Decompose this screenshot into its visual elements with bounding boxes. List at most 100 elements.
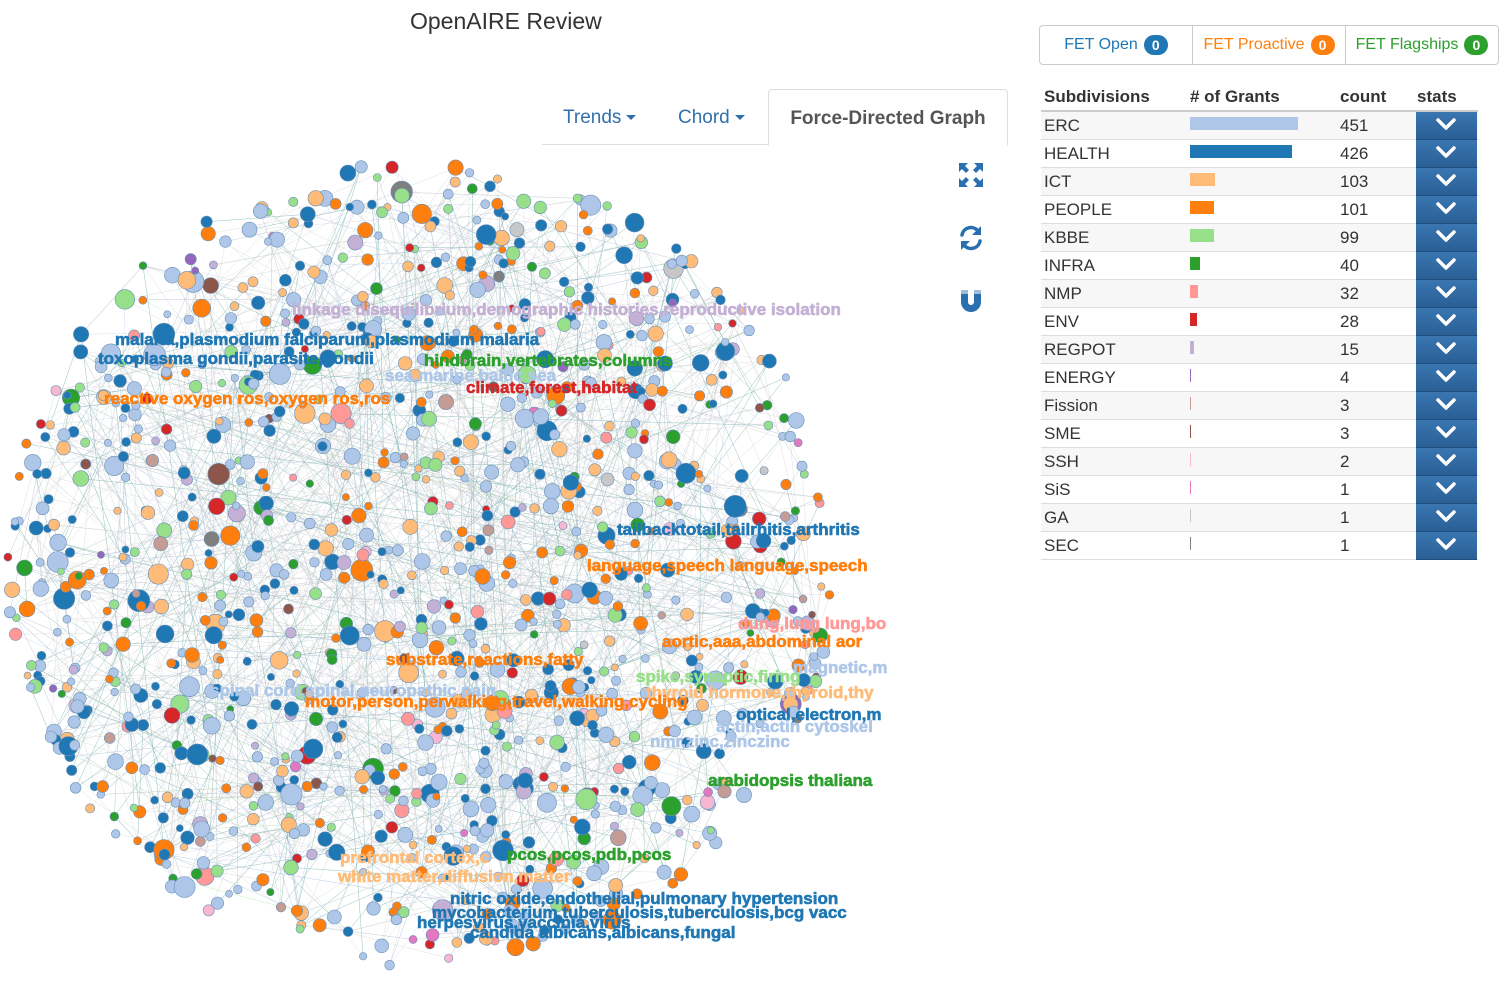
graph-node[interactable]	[257, 468, 269, 480]
graph-node[interactable]	[472, 215, 482, 225]
graph-node[interactable]	[414, 553, 431, 570]
graph-node[interactable]	[364, 468, 373, 477]
graph-node[interactable]	[66, 764, 78, 776]
graph-node[interactable]	[516, 873, 530, 887]
graph-node[interactable]	[283, 346, 295, 357]
stats-toggle-button[interactable]	[1416, 364, 1477, 392]
graph-node[interactable]	[218, 616, 229, 627]
graph-node[interactable]	[570, 319, 581, 330]
graph-node[interactable]	[792, 616, 803, 627]
graph-node[interactable]	[598, 726, 615, 743]
graph-node[interactable]	[10, 517, 19, 526]
graph-node[interactable]	[270, 757, 279, 766]
graph-node[interactable]	[239, 454, 255, 470]
graph-node[interactable]	[215, 589, 226, 600]
graph-node[interactable]	[319, 782, 328, 791]
graph-node[interactable]	[705, 670, 726, 690]
graph-node[interactable]	[356, 548, 370, 562]
stats-toggle-button[interactable]	[1416, 308, 1477, 336]
graph-node[interactable]	[364, 501, 373, 511]
graph-node[interactable]	[304, 689, 314, 699]
graph-node[interactable]	[300, 345, 309, 353]
graph-node[interactable]	[357, 222, 374, 239]
graph-node[interactable]	[270, 651, 289, 670]
graph-node[interactable]	[203, 531, 220, 547]
graph-node[interactable]	[522, 836, 536, 849]
graph-node[interactable]	[260, 315, 272, 327]
graph-node[interactable]	[737, 708, 748, 719]
header-stats[interactable]: stats	[1417, 87, 1457, 106]
graph-node[interactable]	[63, 391, 72, 400]
graph-node[interactable]	[189, 380, 203, 394]
graph-node[interactable]	[788, 412, 805, 429]
graph-node[interactable]	[657, 385, 668, 397]
graph-node[interactable]	[336, 555, 352, 570]
graph-node[interactable]	[675, 254, 688, 267]
graph-node[interactable]	[283, 859, 299, 876]
graph-node[interactable]	[644, 775, 658, 790]
graph-node[interactable]	[817, 582, 826, 591]
graph-node[interactable]	[330, 403, 352, 424]
graph-node[interactable]	[147, 563, 169, 585]
graph-node[interactable]	[554, 598, 566, 610]
graph-node[interactable]	[312, 918, 327, 933]
graph-node[interactable]	[457, 355, 467, 365]
graph-node[interactable]	[661, 796, 682, 817]
graph-node[interactable]	[639, 686, 653, 700]
graph-node[interactable]	[484, 545, 494, 555]
graph-node[interactable]	[9, 627, 23, 641]
graph-node[interactable]	[110, 687, 119, 697]
graph-node[interactable]	[237, 282, 249, 293]
graph-node[interactable]	[636, 330, 648, 342]
graph-node[interactable]	[111, 399, 121, 408]
graph-node[interactable]	[452, 375, 462, 385]
graph-node[interactable]	[506, 938, 525, 957]
graph-node[interactable]	[131, 400, 141, 411]
graph-node[interactable]	[150, 795, 159, 805]
graph-node[interactable]	[248, 801, 259, 811]
graph-node[interactable]	[197, 361, 207, 370]
graph-node[interactable]	[251, 751, 263, 763]
graph-node[interactable]	[342, 926, 354, 937]
graph-node[interactable]	[407, 570, 417, 581]
graph-node[interactable]	[374, 829, 388, 843]
graph-node[interactable]	[536, 350, 555, 369]
graph-node[interactable]	[426, 835, 437, 845]
graph-node[interactable]	[461, 689, 473, 701]
graph-node[interactable]	[509, 222, 525, 238]
graph-node[interactable]	[415, 866, 428, 879]
graph-node[interactable]	[598, 319, 608, 330]
graph-node[interactable]	[97, 550, 105, 559]
graph-node[interactable]	[612, 762, 625, 775]
graph-node[interactable]	[615, 246, 633, 265]
graph-node[interactable]	[411, 203, 432, 224]
graph-node[interactable]	[281, 318, 291, 327]
graph-node[interactable]	[123, 711, 134, 722]
graph-node[interactable]	[208, 754, 217, 763]
graph-node[interactable]	[600, 472, 615, 487]
graph-node[interactable]	[468, 639, 478, 648]
graph-node[interactable]	[430, 256, 443, 268]
graph-node[interactable]	[629, 311, 644, 326]
graph-node[interactable]	[118, 451, 129, 462]
graph-node[interactable]	[414, 723, 425, 734]
graph-node[interactable]	[652, 703, 669, 720]
graph-node[interactable]	[647, 325, 664, 342]
graph-node[interactable]	[264, 237, 273, 246]
graph-node[interactable]	[394, 187, 410, 204]
graph-node[interactable]	[331, 731, 343, 743]
graph-node[interactable]	[626, 502, 644, 519]
graph-node[interactable]	[385, 821, 399, 834]
graph-node[interactable]	[668, 298, 677, 308]
graph-node[interactable]	[762, 353, 777, 369]
graph-node[interactable]	[326, 654, 338, 665]
graph-node[interactable]	[625, 426, 638, 439]
graph-node[interactable]	[102, 606, 112, 616]
graph-node[interactable]	[572, 193, 583, 203]
graph-node[interactable]	[257, 794, 274, 811]
graph-node[interactable]	[549, 576, 559, 586]
graph-node[interactable]	[305, 479, 314, 488]
graph-node[interactable]	[380, 743, 392, 755]
graph-node[interactable]	[604, 635, 616, 647]
graph-node[interactable]	[450, 456, 460, 466]
